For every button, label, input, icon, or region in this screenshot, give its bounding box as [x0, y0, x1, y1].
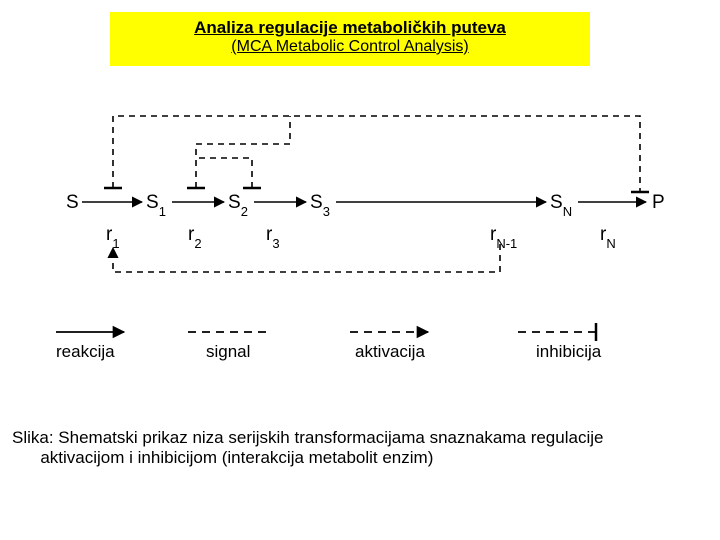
node-S1: S1 — [146, 192, 166, 216]
rate-rNm1: rN-1 — [490, 224, 517, 248]
node-S: S — [66, 192, 79, 214]
legend-reakcija: reakcija — [56, 342, 115, 362]
caption-line1: Slika: Shematski prikaz niza serijskih t… — [12, 428, 603, 447]
node-P: P — [652, 192, 665, 214]
rate-r1: r1 — [106, 224, 120, 248]
rate-r2: r2 — [188, 224, 202, 248]
inhibit-mid — [196, 116, 290, 188]
figure-caption: Slika: Shematski prikaz niza serijskih t… — [12, 428, 708, 468]
node-S2: S2 — [228, 192, 248, 216]
rate-r3: r3 — [266, 224, 280, 248]
legend-inhibicija: inhibicija — [536, 342, 601, 362]
caption-line2: aktivacijom i inhibicijom (interakcija m… — [40, 448, 433, 467]
activate-bottom — [113, 244, 500, 272]
legend-aktivacija: aktivacija — [355, 342, 425, 362]
inhibit-small — [196, 158, 252, 188]
inhibit-long-top — [113, 116, 640, 192]
node-SN: SN — [550, 192, 572, 216]
node-S3: S3 — [310, 192, 330, 216]
legend-signal: signal — [206, 342, 250, 362]
rate-rN: rN — [600, 224, 616, 248]
